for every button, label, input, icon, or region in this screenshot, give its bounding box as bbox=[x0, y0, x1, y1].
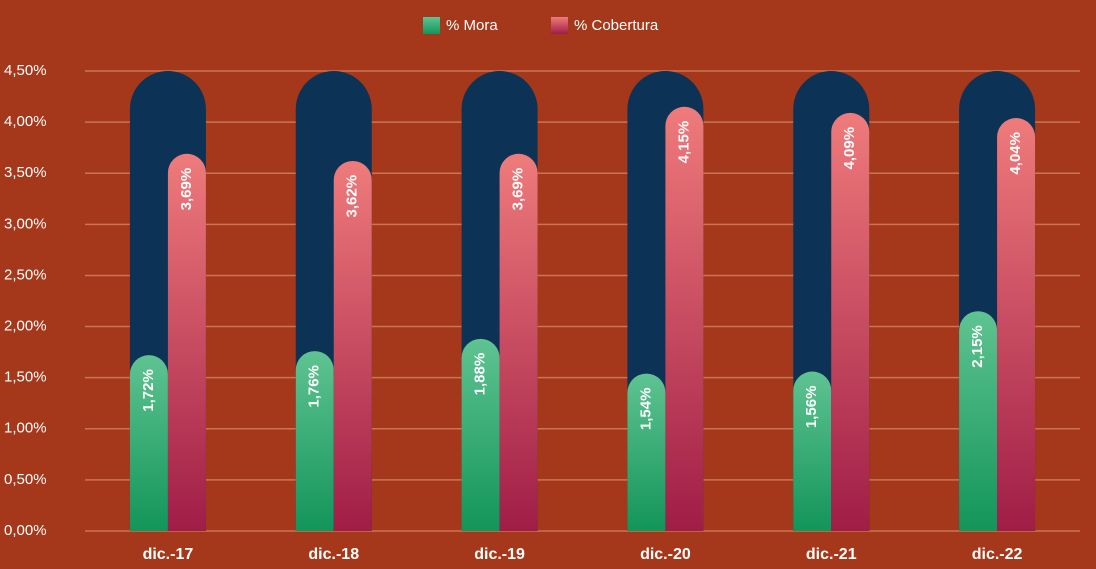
value-label: 3,69% bbox=[510, 168, 527, 211]
value-label: 2,15% bbox=[969, 325, 986, 368]
value-label: 1,88% bbox=[472, 353, 489, 396]
y-tick-label: 4,00% bbox=[4, 113, 47, 130]
bar bbox=[627, 373, 666, 531]
value-label: 1,72% bbox=[140, 369, 157, 412]
y-tick-label: 0,00% bbox=[4, 522, 47, 539]
y-tick-label: 2,00% bbox=[4, 318, 47, 335]
value-label: 1,56% bbox=[803, 386, 820, 429]
legend-swatch bbox=[423, 17, 440, 34]
bar bbox=[461, 338, 500, 531]
value-label: 3,69% bbox=[178, 168, 195, 211]
y-tick-label: 3,50% bbox=[4, 164, 47, 181]
value-label: 1,54% bbox=[637, 388, 654, 431]
value-label: 3,62% bbox=[344, 175, 361, 218]
legend-label: % Mora bbox=[446, 17, 498, 34]
y-tick-label: 2,50% bbox=[4, 266, 47, 283]
bar bbox=[665, 106, 704, 532]
value-label: 1,76% bbox=[306, 365, 323, 408]
bar bbox=[831, 112, 870, 531]
bar bbox=[997, 118, 1036, 532]
value-label: 4,15% bbox=[675, 121, 692, 164]
y-tick-label: 4,50% bbox=[4, 62, 47, 79]
legend-swatch bbox=[551, 17, 568, 34]
x-tick-label: dic.-18 bbox=[308, 546, 359, 563]
x-tick-label: dic.-20 bbox=[640, 546, 691, 563]
legend-label: % Cobertura bbox=[574, 17, 659, 34]
bar bbox=[333, 160, 372, 531]
bar bbox=[793, 371, 832, 531]
y-tick-label: 0,50% bbox=[4, 471, 47, 488]
value-label: 4,09% bbox=[841, 127, 858, 170]
x-tick-label: dic.-17 bbox=[143, 546, 194, 563]
x-tick-label: dic.-21 bbox=[806, 546, 857, 563]
y-tick-label: 1,50% bbox=[4, 369, 47, 386]
bar bbox=[129, 355, 168, 531]
bar bbox=[499, 153, 538, 532]
y-tick-label: 1,00% bbox=[4, 420, 47, 437]
y-tick-label: 3,00% bbox=[4, 215, 47, 232]
bar bbox=[295, 351, 334, 531]
bar bbox=[167, 153, 206, 532]
value-label: 4,04% bbox=[1007, 132, 1024, 175]
bar bbox=[959, 311, 998, 531]
x-tick-label: dic.-22 bbox=[972, 546, 1023, 563]
x-tick-label: dic.-19 bbox=[474, 546, 525, 563]
